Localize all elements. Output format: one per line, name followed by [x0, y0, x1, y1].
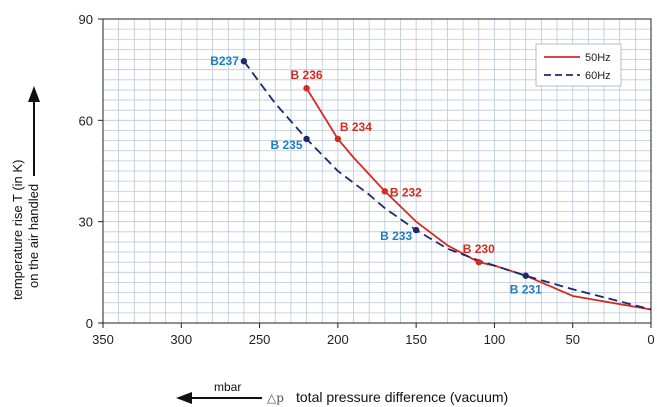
data-markers: B 236 B 234 B 232 B 230 B237 B 235 B 233 B 231 [210, 54, 542, 296]
x-tick-label: 0 [647, 332, 654, 347]
series-line-60hz [243, 60, 652, 311]
marker-dot [334, 135, 342, 143]
marker-label: B 236 [291, 68, 323, 82]
x-tick-label: 150 [405, 332, 427, 347]
marker-dot [303, 135, 310, 143]
series-lines [243, 60, 652, 311]
x-axis-delta-symbol: △p [267, 391, 284, 405]
series-line-50hz [305, 87, 652, 311]
x-tick-label: 50 [565, 332, 579, 347]
x-axis: 350 300 250 200 150 100 50 0 [92, 323, 655, 347]
x-tick-label: 200 [327, 332, 349, 347]
legend-label-60hz: 60Hz [585, 70, 611, 82]
marker-dot [303, 85, 310, 92]
y-tick-label: 30 [79, 215, 93, 230]
y-axis-label-line2: on the air handled [26, 184, 41, 288]
marker-dot [522, 272, 529, 279]
legend: 50Hz 60Hz [535, 43, 622, 87]
legend-label-50hz: 50Hz [585, 52, 611, 64]
x-tick-label: 300 [170, 332, 192, 347]
y-tick-label: 60 [79, 113, 93, 128]
marker-dot [412, 226, 420, 234]
x-axis-label: total pressure difference (vacuum) [296, 389, 508, 405]
marker-label: B 234 [340, 120, 372, 134]
x-tick-label: 350 [92, 332, 114, 347]
y-axis-label: temperature rise T (in K) on the air han… [10, 160, 41, 300]
y-axis-arrow-icon [28, 86, 40, 176]
legend-box [535, 43, 622, 87]
y-axis-label-line1: temperature rise T (in K) [10, 160, 25, 300]
y-axis: 0 30 60 90 [79, 12, 103, 331]
marker-label: B 235 [271, 138, 303, 152]
x-tick-label: 250 [249, 332, 271, 347]
marker-dot [240, 58, 248, 65]
y-tick-label: 0 [86, 316, 93, 331]
marker-label: B 233 [380, 229, 412, 243]
x-axis-arrow-icon [176, 392, 262, 404]
marker-label: B 230 [463, 242, 495, 256]
plot-frame [102, 18, 652, 324]
marker-dot [381, 188, 389, 195]
marker-label: B 232 [390, 185, 422, 199]
marker-dot [475, 259, 482, 266]
y-tick-label: 90 [79, 12, 93, 27]
x-tick-label: 100 [484, 332, 506, 347]
marker-label: B237 [210, 54, 239, 68]
marker-label: B 231 [510, 283, 542, 297]
x-axis-unit: mbar [214, 380, 241, 394]
